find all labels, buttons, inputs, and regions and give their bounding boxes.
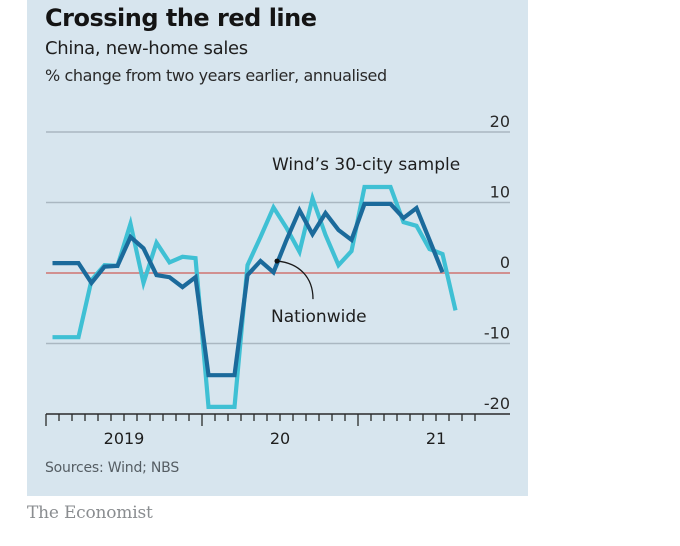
wind-series-label: Wind’s 30-city sample xyxy=(272,155,460,175)
nationwide-line xyxy=(52,201,445,378)
annotations: Wind’s 30-city sample Nationwide xyxy=(271,155,460,327)
series-lines xyxy=(46,184,510,409)
nationwide-pointer-line xyxy=(276,260,314,300)
chart-subtitle: China, new-home sales xyxy=(45,38,248,59)
wind-30-city-line xyxy=(52,184,458,409)
y-tick-label: -20 xyxy=(484,394,510,413)
x-tick-label: 2019 xyxy=(104,429,145,448)
chart-units: % change from two years earlier, annuali… xyxy=(45,66,387,85)
x-axis: 2019 20 21 xyxy=(45,413,510,448)
y-tick-label: 0 xyxy=(500,253,510,272)
y-axis-labels: 20 10 0 -10 -20 xyxy=(484,112,510,413)
gridlines xyxy=(46,131,510,345)
y-tick-label: 20 xyxy=(490,112,510,131)
nationwide-series-label: Nationwide xyxy=(271,307,367,327)
y-tick-label: 10 xyxy=(490,183,510,202)
x-tick-label: 20 xyxy=(270,429,290,448)
chart-title: Crossing the red line xyxy=(45,4,317,32)
y-tick-label: -10 xyxy=(484,324,510,343)
brand-logo: The Economist xyxy=(27,503,153,523)
x-tick-label: 21 xyxy=(426,429,446,448)
source-note: Sources: Wind; NBS xyxy=(45,460,180,476)
nationwide-pointer-dot xyxy=(274,258,280,264)
